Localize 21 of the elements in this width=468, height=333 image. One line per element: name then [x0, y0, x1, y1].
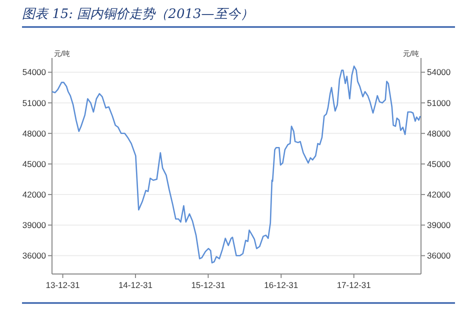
x-tick-label: 14-12-31: [118, 280, 153, 290]
y2-tick-label: 54000: [427, 67, 451, 78]
y2-tick-label: 36000: [427, 250, 451, 261]
y2-tick-label: 45000: [427, 158, 451, 169]
line-series: [51, 66, 421, 264]
x-tick-label: 13-12-31: [46, 280, 80, 290]
y-tick-label: 51000: [22, 98, 46, 108]
y-tick-label: 48000: [22, 128, 46, 138]
x-tick-label: 16-12-31: [264, 280, 298, 290]
y-tick-label: 39000: [22, 220, 46, 230]
chart-title: 图表 15: 国内铜价走势（2013—至今）: [22, 7, 254, 22]
y2-tick-label: 39000: [427, 220, 451, 230]
y-tick-label: 42000: [22, 190, 46, 200]
y-tick-label: 54000: [22, 67, 46, 78]
y-tick-label: 45000: [22, 158, 46, 169]
y2-tick-label: 48000: [427, 128, 451, 138]
y2-tick-label: 42000: [427, 190, 451, 200]
x-tick-label: 17-12-31: [336, 280, 372, 290]
x-tick-label: 15-12-31: [191, 280, 226, 290]
y2-tick-label: 51000: [427, 98, 451, 108]
y-tick-label: 36000: [22, 250, 46, 261]
